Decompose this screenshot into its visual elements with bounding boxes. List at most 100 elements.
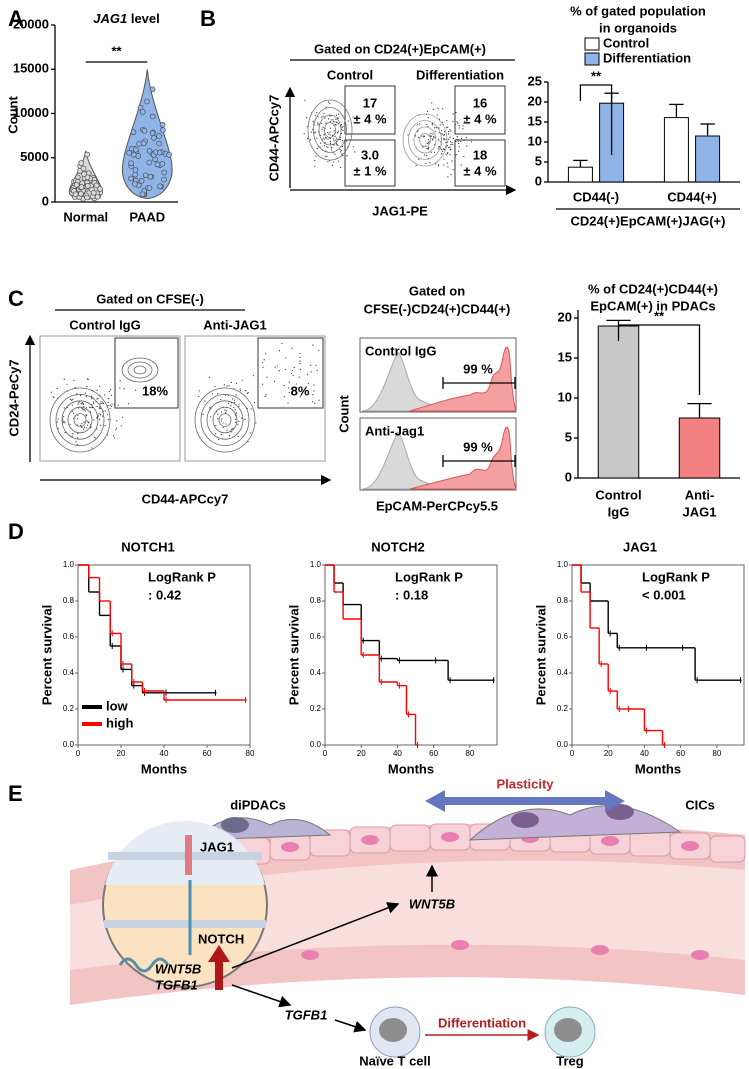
x-tick-label: IgG xyxy=(608,504,630,519)
y-tick-label: 0.0 xyxy=(310,740,322,749)
gate-value: 16 xyxy=(473,95,487,110)
gate-title: Gated on CFSE(-) xyxy=(96,291,204,306)
event-dot xyxy=(443,134,445,136)
event-dot xyxy=(115,427,118,429)
event-dot xyxy=(438,140,440,142)
plot-frame xyxy=(324,564,498,746)
event-dot xyxy=(317,116,319,118)
violin-dot xyxy=(160,127,166,133)
event-dot xyxy=(77,433,79,435)
event-dot xyxy=(96,405,98,408)
event-dot xyxy=(435,163,437,165)
event-dot xyxy=(342,125,344,127)
event-dot xyxy=(417,124,419,126)
violin-dot xyxy=(130,151,137,158)
event-dot xyxy=(341,126,343,128)
violin-dot xyxy=(94,193,101,200)
event-dot xyxy=(452,120,454,122)
event-dot xyxy=(458,142,460,144)
event-dot xyxy=(431,102,433,104)
title: JAG1 level xyxy=(93,11,160,26)
event-dot xyxy=(329,127,332,129)
event-dot xyxy=(447,147,450,149)
violin-dot xyxy=(78,160,85,166)
event-dot xyxy=(463,139,465,142)
x-label: Months xyxy=(635,761,681,776)
event-dot xyxy=(235,418,237,420)
event-dot xyxy=(110,405,113,407)
event-dot xyxy=(224,409,226,411)
event-dot xyxy=(324,117,326,119)
event-dot xyxy=(428,141,430,143)
title-gene: JAG1 xyxy=(93,11,127,26)
event-dot xyxy=(109,407,111,409)
event-dot xyxy=(456,121,458,123)
event-dot xyxy=(430,151,432,153)
event-dot xyxy=(238,403,240,405)
arrow xyxy=(231,984,292,1008)
plasticity-arrow xyxy=(425,790,625,812)
event-dot xyxy=(433,137,435,139)
event-dot xyxy=(433,144,435,146)
event-dot xyxy=(236,412,238,414)
x-label: EpCAM-PerCPcy5.5 xyxy=(376,498,498,513)
event-dot xyxy=(439,124,441,126)
event-dot xyxy=(450,144,452,146)
event-dot xyxy=(354,151,356,153)
event-dot xyxy=(335,137,338,139)
event-dot xyxy=(443,148,445,150)
event-dot xyxy=(263,359,265,361)
event-dot xyxy=(447,127,449,129)
contour xyxy=(55,393,105,446)
violin-dot xyxy=(142,172,149,179)
event-dot xyxy=(337,117,339,119)
event-dot xyxy=(64,422,66,424)
significance: ** xyxy=(111,43,122,58)
y-tick-label: 0.2 xyxy=(63,704,75,713)
event-dot xyxy=(334,121,336,123)
violin-dot xyxy=(130,129,137,136)
histogram-shape xyxy=(409,426,517,490)
event-dot xyxy=(433,151,436,153)
event-dot xyxy=(427,147,429,150)
event-dot xyxy=(312,394,314,396)
event-dot xyxy=(73,379,75,382)
event-dot xyxy=(64,432,66,434)
x-tick-label: Anti- xyxy=(685,487,715,502)
event-dot xyxy=(451,142,453,144)
event-dot xyxy=(239,388,241,390)
event-dot xyxy=(299,352,301,355)
legend-label: Differentiation xyxy=(603,50,691,65)
gate-value: ± 4 % xyxy=(353,111,387,126)
event-dot xyxy=(109,404,111,406)
bar xyxy=(663,117,689,183)
event-dot xyxy=(310,371,312,373)
event-dot xyxy=(262,366,264,368)
event-dot xyxy=(262,383,264,385)
legend-label: high xyxy=(106,715,133,730)
title: % of gated population xyxy=(570,3,706,18)
event-dot xyxy=(342,140,344,142)
x-tick-label: PAAD xyxy=(129,209,165,224)
event-dot xyxy=(291,372,293,375)
violin-dot xyxy=(161,169,168,176)
event-dot xyxy=(76,444,78,446)
x-tick-label: 40 xyxy=(393,749,402,758)
x-label: JAG1-PE xyxy=(372,203,428,218)
event-dot xyxy=(93,403,95,405)
y-tick-label: 0.6 xyxy=(63,632,75,641)
event-dot xyxy=(446,119,448,122)
event-dot xyxy=(454,154,457,156)
x-tick-label: 20 xyxy=(357,749,366,758)
event-dot xyxy=(98,385,101,387)
event-dot xyxy=(119,380,121,382)
event-dot xyxy=(99,418,101,421)
y-tick-label: 0.4 xyxy=(557,668,569,677)
event-dot xyxy=(85,414,87,416)
event-dot xyxy=(123,388,125,390)
event-dot xyxy=(450,174,452,176)
event-dot xyxy=(108,391,110,393)
event-dot xyxy=(69,398,72,400)
event-dot xyxy=(75,441,77,443)
